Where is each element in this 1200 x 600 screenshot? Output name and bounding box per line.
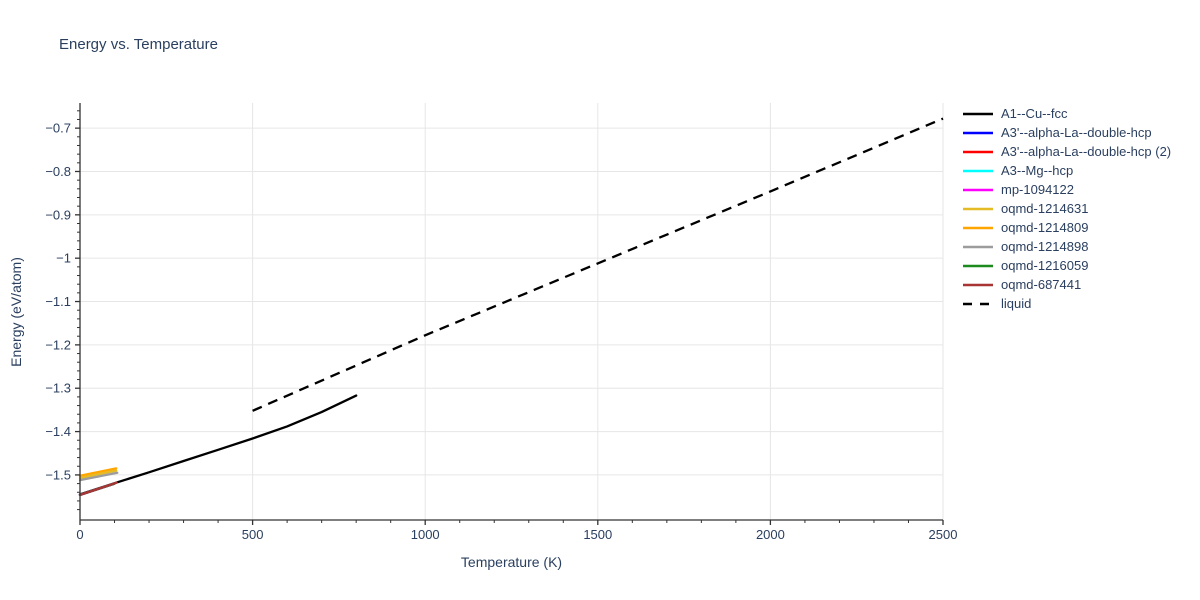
legend-label: A3--Mg--hcp — [1001, 163, 1074, 178]
legend-item[interactable]: oqmd-1214898 — [963, 237, 1171, 256]
legend-label: oqmd-687441 — [1001, 277, 1082, 292]
legend-item[interactable]: A3'--alpha-La--double-hcp (2) — [963, 142, 1171, 161]
chart-title: Energy vs. Temperature — [59, 36, 218, 53]
x-tick-label: 1000 — [411, 527, 440, 542]
legend-label: liquid — [1001, 296, 1032, 311]
series-line — [78, 469, 118, 480]
legend-item[interactable]: mp-1094122 — [963, 180, 1171, 199]
legend-label: oqmd-1214898 — [1001, 239, 1089, 254]
series-line — [78, 467, 118, 477]
legend-line-sample — [963, 169, 993, 172]
legend-item[interactable]: A1--Cu--fcc — [963, 104, 1171, 123]
x-tick-label: 0 — [76, 527, 83, 542]
legend-item[interactable]: A3'--alpha-La--double-hcp — [963, 123, 1171, 142]
x-tick-label: 1500 — [583, 527, 612, 542]
legend-item[interactable]: oqmd-1216059 — [963, 256, 1171, 275]
legend-line-sample — [963, 283, 993, 286]
legend-line-sample — [963, 302, 993, 305]
legend-line-sample — [963, 188, 993, 191]
y-tick-label: −1.5 — [45, 467, 71, 482]
legend-line-sample — [963, 245, 993, 248]
y-axis-title: Energy (eV/atom) — [8, 257, 24, 367]
legend-line-sample — [963, 150, 993, 153]
y-tick-label: −1.1 — [45, 294, 71, 309]
legend-label: A3'--alpha-La--double-hcp — [1001, 125, 1152, 140]
y-tick-label: −0.8 — [45, 164, 71, 179]
legend-line-sample — [963, 207, 993, 210]
series-line — [78, 481, 118, 497]
series-line — [252, 117, 944, 412]
legend-label: A1--Cu--fcc — [1001, 106, 1068, 121]
y-tick-label: −1.3 — [45, 381, 71, 396]
legend-label: mp-1094122 — [1001, 182, 1074, 197]
legend-item[interactable]: oqmd-687441 — [963, 275, 1171, 294]
legend-line-sample — [963, 112, 993, 115]
legend-item[interactable]: oqmd-1214809 — [963, 218, 1171, 237]
x-tick-label: 2000 — [756, 527, 785, 542]
y-tick-label: −0.7 — [45, 121, 71, 136]
y-tick-label: −1 — [56, 251, 71, 266]
legend-line-sample — [963, 226, 993, 229]
legend-item[interactable]: A3--Mg--hcp — [963, 161, 1171, 180]
series-line — [78, 471, 119, 482]
y-tick-label: −1.2 — [45, 337, 71, 352]
x-tick-label: 2500 — [929, 527, 958, 542]
legend-label: oqmd-1214809 — [1001, 220, 1089, 235]
legend-line-sample — [963, 131, 993, 134]
series-line — [78, 394, 358, 496]
y-tick-label: −0.9 — [45, 207, 71, 222]
x-axis-title: Temperature (K) — [460, 554, 563, 570]
legend-label: oqmd-1216059 — [1001, 258, 1089, 273]
legend-label: oqmd-1214631 — [1001, 201, 1089, 216]
x-tick-label: 500 — [242, 527, 264, 542]
y-tick-label: −1.4 — [45, 424, 71, 439]
legend-item[interactable]: liquid — [963, 294, 1171, 313]
legend-label: A3'--alpha-La--double-hcp (2) — [1001, 144, 1172, 159]
legend: A1--Cu--fcc A3'--alpha-La--double-hcp A3'-… — [963, 104, 1171, 313]
legend-item[interactable]: oqmd-1214631 — [963, 199, 1171, 218]
legend-line-sample — [963, 264, 993, 267]
